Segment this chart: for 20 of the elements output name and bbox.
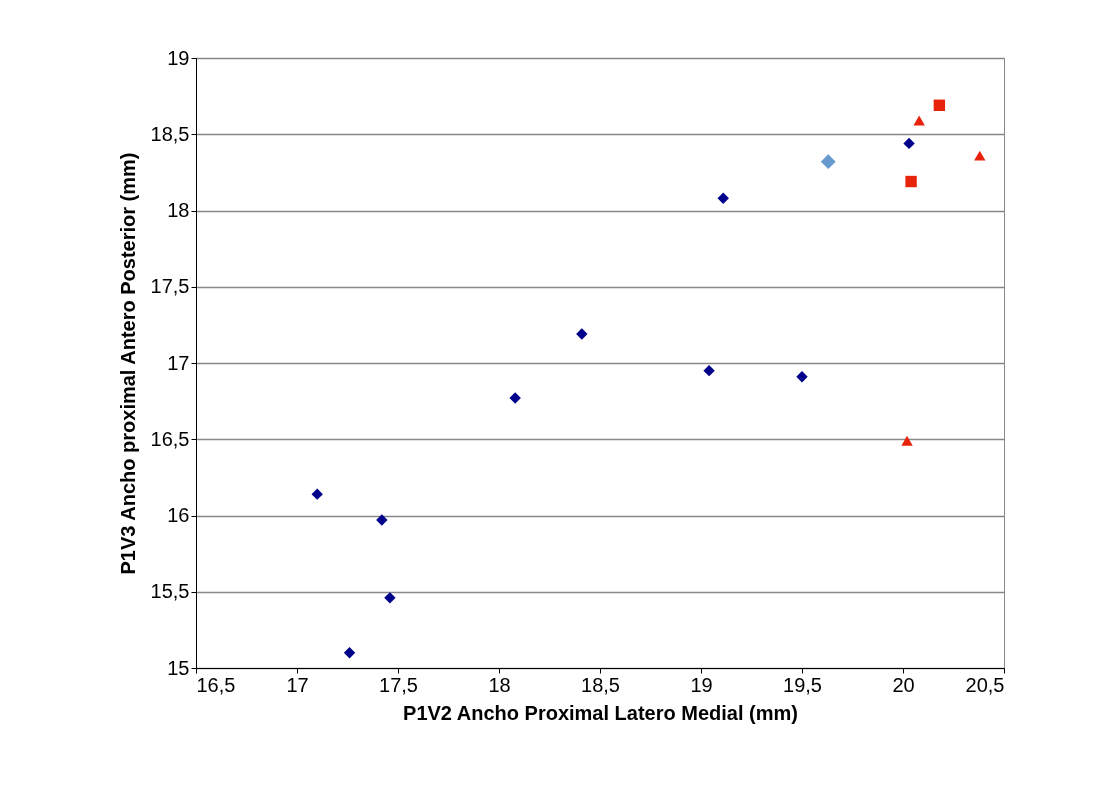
y-tick-label: 15,5 [150,580,190,603]
x-tick-label: 18,5 [581,673,620,696]
x-tick-label: 18 [488,673,511,696]
x-tick-label: 20,5 [965,673,1005,696]
y-axis-title: P1V3 Ancho proximal Antero Posterior (mm) [116,152,139,575]
x-axis-title: P1V2 Ancho Proximal Latero Medial (mm) [403,701,798,724]
y-tick-label: 16 [167,504,190,526]
y-tick-label: 16,5 [150,427,190,450]
y-tick-label: 15 [167,656,190,679]
x-tick-label: 19 [690,673,713,696]
x-tick-label: 17,5 [379,673,418,696]
y-tick-label: 19 [167,46,190,69]
x-tick-label: 19,5 [783,673,822,696]
x-tick-label: 17 [286,673,309,696]
y-tick-label: 17 [167,351,190,374]
y-tick-label: 17,5 [150,275,190,298]
y-tick-label: 18 [167,199,190,221]
y-tick-label: 18,5 [150,122,190,145]
x-tick-label: 16,5 [196,673,236,696]
x-tick-label: 20 [892,673,915,696]
